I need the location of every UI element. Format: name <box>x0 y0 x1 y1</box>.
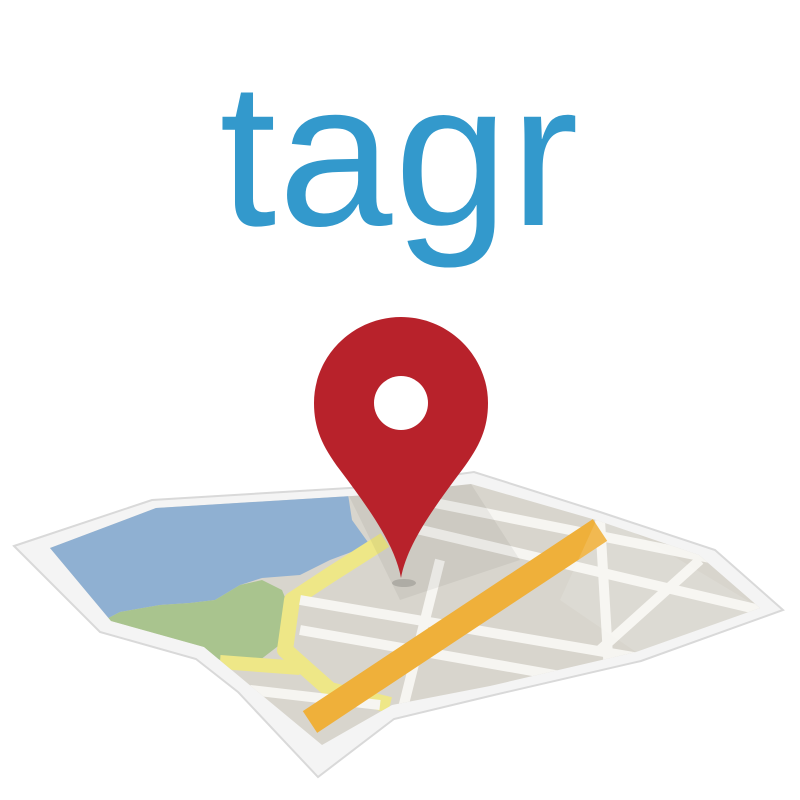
pin-shadow <box>392 579 416 587</box>
main-road <box>302 519 608 733</box>
app-wordmark: tagr <box>219 40 581 269</box>
map-pin-icon <box>314 317 488 578</box>
pin-hole <box>374 376 428 430</box>
map-park <box>95 580 290 665</box>
map-fold-highlight <box>560 512 760 652</box>
street-grid <box>249 495 760 722</box>
secondary-road-branch <box>219 655 301 675</box>
map-water <box>50 494 370 625</box>
